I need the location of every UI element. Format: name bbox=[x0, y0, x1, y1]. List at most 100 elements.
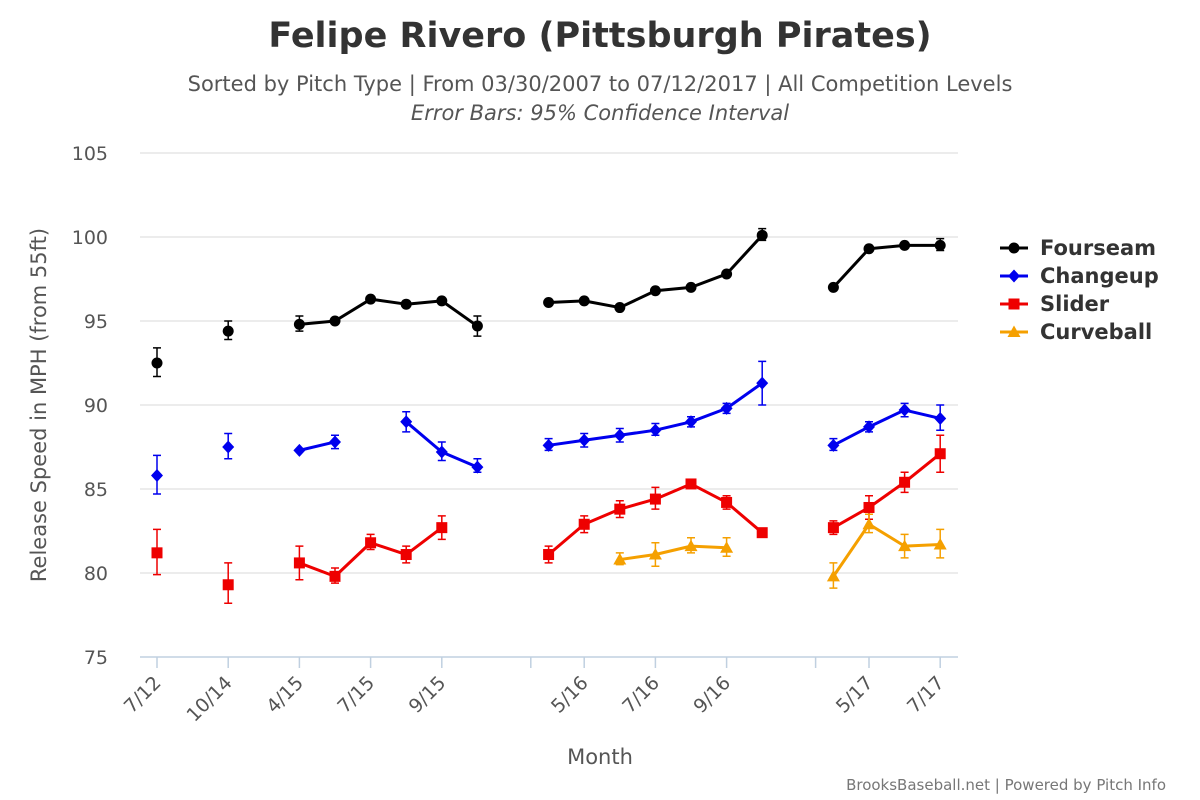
data-point bbox=[613, 428, 626, 442]
y-axis-ticks: 75 80 85 90 95 100 105 bbox=[72, 143, 108, 669]
data-point bbox=[151, 357, 163, 369]
data-point bbox=[151, 547, 163, 559]
data-point bbox=[1007, 325, 1021, 337]
data-point bbox=[543, 297, 555, 309]
x-axis-title: Month bbox=[567, 745, 633, 769]
data-point bbox=[649, 493, 661, 505]
data-point bbox=[578, 518, 590, 530]
gridlines bbox=[140, 152, 958, 574]
data-point bbox=[720, 541, 734, 553]
data-point bbox=[435, 445, 448, 459]
data-point bbox=[649, 285, 661, 297]
data-point bbox=[1008, 269, 1020, 283]
data-point bbox=[827, 522, 839, 534]
data-point bbox=[826, 569, 840, 582]
data-point bbox=[471, 460, 484, 474]
data-point bbox=[222, 440, 235, 454]
data-point bbox=[1008, 242, 1020, 254]
series-line bbox=[832, 408, 941, 447]
data-point bbox=[934, 411, 947, 425]
data-point bbox=[684, 539, 698, 552]
x-tick-label: 7/12 bbox=[120, 672, 166, 718]
data-point bbox=[543, 549, 555, 561]
series-slider bbox=[151, 434, 946, 604]
x-tick-label: 5/17 bbox=[832, 672, 878, 718]
data-point bbox=[578, 295, 590, 307]
data-point bbox=[756, 527, 768, 539]
chart-subtitle: Sorted by Pitch Type | From 03/30/2007 t… bbox=[188, 72, 1013, 97]
data-point bbox=[400, 415, 413, 429]
x-tick-label: 9/15 bbox=[405, 672, 451, 718]
data-point bbox=[898, 539, 912, 552]
data-point bbox=[365, 537, 377, 549]
data-point bbox=[365, 293, 377, 305]
credit-text: BrooksBaseball.net | Powered by Pitch In… bbox=[846, 776, 1166, 794]
data-point bbox=[720, 401, 733, 415]
y-tick-label: 90 bbox=[84, 395, 108, 417]
data-point bbox=[614, 302, 626, 314]
legend: Fourseam Changeup Slider Curveball bbox=[1000, 236, 1159, 344]
chart-error-bar-note: Error Bars: 95% Confidence Interval bbox=[411, 101, 789, 125]
legend-item-fourseam: Fourseam bbox=[1000, 236, 1156, 260]
plot-area bbox=[151, 227, 947, 604]
y-axis-title: Release Speed in MPH (from 55ft) bbox=[27, 228, 51, 582]
series-line bbox=[832, 522, 941, 578]
data-point bbox=[471, 320, 483, 332]
data-point bbox=[542, 438, 555, 452]
series-line bbox=[299, 440, 336, 452]
data-point bbox=[827, 438, 840, 452]
legend-label: Curveball bbox=[1040, 320, 1152, 344]
data-point bbox=[898, 403, 911, 417]
legend-item-changeup: Changeup bbox=[1000, 264, 1159, 288]
series-line bbox=[619, 544, 727, 562]
data-point bbox=[293, 557, 305, 569]
data-point bbox=[222, 325, 234, 337]
data-point bbox=[721, 268, 733, 280]
data-point bbox=[400, 298, 412, 310]
series-line bbox=[832, 243, 941, 289]
series-curveball bbox=[613, 513, 947, 589]
data-point bbox=[329, 570, 341, 582]
data-point bbox=[400, 549, 412, 561]
data-point bbox=[614, 503, 626, 515]
data-point bbox=[934, 448, 946, 460]
y-tick-label: 75 bbox=[84, 647, 108, 669]
data-point bbox=[649, 423, 662, 437]
data-point bbox=[151, 469, 163, 483]
data-point bbox=[862, 517, 876, 530]
y-tick-label: 105 bbox=[72, 143, 108, 165]
x-tick-label: 5/16 bbox=[547, 672, 593, 718]
data-point bbox=[293, 318, 305, 330]
data-point bbox=[685, 415, 697, 429]
data-point bbox=[222, 579, 234, 591]
data-point bbox=[756, 376, 769, 390]
legend-label: Slider bbox=[1040, 292, 1110, 316]
data-point bbox=[1008, 298, 1020, 310]
data-point bbox=[933, 537, 947, 550]
x-tick-label: 9/16 bbox=[689, 672, 735, 718]
y-tick-label: 100 bbox=[72, 227, 108, 249]
data-point bbox=[436, 295, 448, 307]
data-point bbox=[648, 548, 662, 560]
series-changeup bbox=[151, 360, 947, 495]
data-point bbox=[685, 281, 697, 293]
x-tick-label: 4/15 bbox=[262, 672, 308, 718]
data-point bbox=[329, 435, 341, 449]
legend-item-slider: Slider bbox=[1000, 292, 1110, 316]
x-tick-label: 7/16 bbox=[618, 672, 664, 718]
x-axis: 7/12 10/14 4/15 7/15 9/15 5/16 7/16 9/16 5/17 7/1… bbox=[120, 656, 958, 726]
data-point bbox=[578, 433, 591, 447]
series-line bbox=[299, 297, 479, 328]
data-point bbox=[329, 315, 341, 327]
data-point bbox=[827, 281, 839, 293]
data-point bbox=[863, 243, 875, 255]
data-point bbox=[436, 522, 448, 534]
y-tick-label: 85 bbox=[84, 479, 108, 501]
series-fourseam bbox=[151, 227, 946, 378]
chart-title: Felipe Rivero (Pittsburgh Pirates) bbox=[268, 16, 931, 56]
data-point bbox=[863, 501, 875, 513]
data-point bbox=[934, 239, 946, 251]
data-point bbox=[899, 239, 911, 251]
y-tick-label: 80 bbox=[84, 563, 108, 585]
